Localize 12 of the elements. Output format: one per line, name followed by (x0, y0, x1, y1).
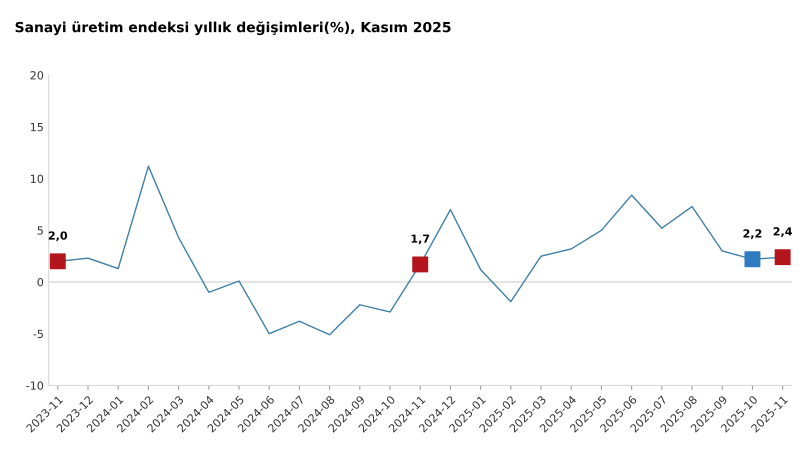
y-tick-label: 0 (38, 278, 44, 286)
y-tick-label: 10 (30, 174, 44, 183)
y-tick-label: 20 (30, 71, 44, 80)
y-tick-label: 5 (38, 226, 43, 235)
chart-title: Sanayi üretim endeksi yıllık değişimleri(%), Kasım 2025 (16, 21, 450, 36)
data-label: 1,7 (412, 234, 430, 244)
y-tick-label: 15 (30, 123, 43, 132)
data-label: 2,2 (743, 229, 762, 240)
y-tick-label: -5 (33, 330, 43, 338)
data-label: 2,4 (774, 227, 792, 238)
y-tick-label: -10 (26, 381, 44, 390)
data-label: 2,0 (48, 231, 68, 242)
